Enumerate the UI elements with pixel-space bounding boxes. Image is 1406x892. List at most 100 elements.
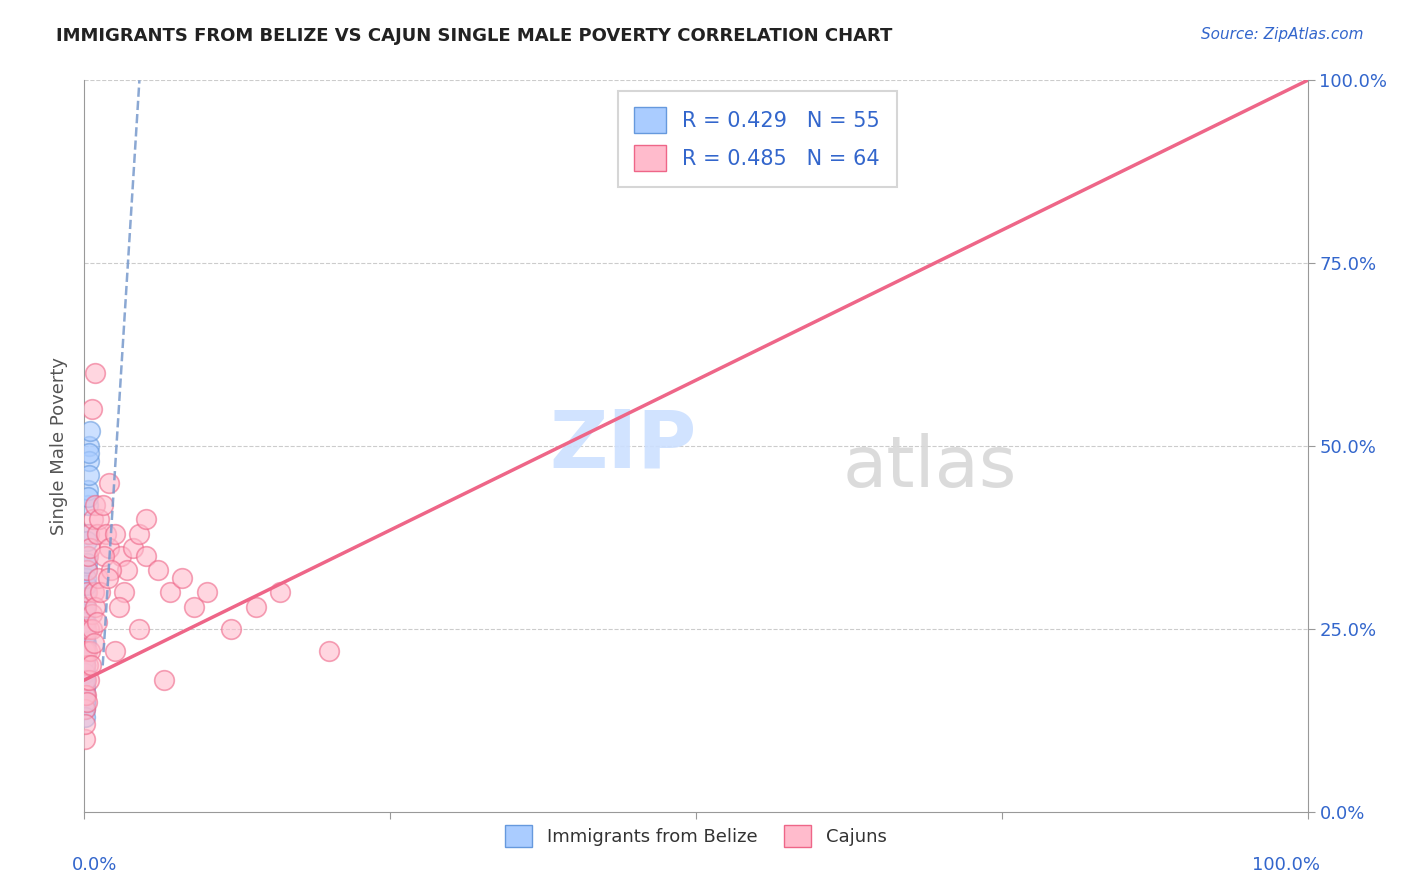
Point (75, 688, 97, 702)
Point (75, 578, 97, 592)
Point (104, 526, 127, 541)
Point (73, 709, 96, 723)
Point (76, 695, 98, 709)
Point (73, 695, 96, 709)
Point (75, 673, 97, 687)
Text: ZIP: ZIP (550, 407, 696, 485)
Point (77, 490, 100, 504)
Point (76, 644, 98, 658)
Point (97, 475, 120, 490)
Point (79, 541, 101, 556)
Point (135, 512, 157, 526)
Point (75, 673, 97, 687)
Point (112, 585, 135, 599)
Point (77, 498, 100, 512)
Point (75, 688, 97, 702)
Point (75, 615, 97, 629)
Point (75, 622, 97, 636)
Point (73, 681, 96, 695)
Point (73, 688, 96, 702)
Point (75, 702, 97, 716)
Text: Source: ZipAtlas.com: Source: ZipAtlas.com (1201, 27, 1364, 42)
Point (115, 563, 138, 577)
Point (100, 563, 122, 577)
Point (146, 563, 169, 577)
Point (219, 622, 242, 636)
Point (269, 585, 291, 599)
Point (77, 468, 100, 483)
Point (73, 673, 96, 687)
Point (76, 526, 98, 541)
Point (80, 658, 103, 673)
Point (75, 717, 97, 731)
Point (77, 673, 100, 687)
Point (84, 366, 107, 380)
Point (76, 556, 98, 570)
Point (86, 526, 108, 541)
Point (75, 651, 97, 665)
Point (75, 629, 97, 643)
Point (75, 629, 97, 643)
Point (107, 599, 129, 614)
Point (73, 658, 96, 673)
Point (75, 607, 97, 622)
Point (79, 644, 101, 658)
Point (73, 695, 96, 709)
Point (153, 673, 176, 687)
Text: 0.0%: 0.0% (72, 855, 118, 873)
Point (75, 578, 97, 592)
Point (76, 483, 98, 497)
Point (195, 585, 218, 599)
Point (75, 644, 97, 658)
Point (93, 549, 115, 563)
Point (73, 636, 96, 650)
Point (75, 681, 97, 695)
Point (75, 585, 97, 599)
Point (87, 571, 110, 585)
Point (97, 571, 120, 585)
Point (75, 644, 97, 658)
Point (76, 563, 98, 577)
Point (76, 549, 98, 563)
Point (77, 622, 100, 636)
Point (159, 585, 181, 599)
Point (172, 571, 194, 585)
Point (76, 534, 98, 549)
Point (73, 644, 96, 658)
Point (75, 636, 97, 650)
Y-axis label: Single Male Poverty: Single Male Poverty (51, 357, 69, 535)
Point (73, 731, 96, 746)
Point (77, 453, 100, 467)
Point (110, 549, 132, 563)
Point (83, 636, 105, 650)
Point (75, 644, 97, 658)
Point (82, 622, 104, 636)
Point (77, 526, 100, 541)
Point (75, 571, 97, 585)
Point (75, 599, 97, 614)
Point (135, 549, 157, 563)
Point (73, 658, 96, 673)
Point (128, 526, 150, 541)
Point (73, 658, 96, 673)
Point (75, 688, 97, 702)
Point (128, 622, 150, 636)
Point (83, 585, 105, 599)
Point (75, 629, 97, 643)
Point (86, 615, 108, 629)
Point (80, 402, 103, 417)
Point (97, 541, 120, 556)
Point (80, 607, 103, 622)
Point (76, 658, 98, 673)
Point (245, 599, 267, 614)
Point (76, 563, 98, 577)
Point (76, 585, 98, 599)
Point (75, 615, 97, 629)
Point (79, 425, 101, 439)
Point (75, 673, 97, 687)
Point (73, 702, 96, 716)
Point (96, 526, 118, 541)
Text: 100.0%: 100.0% (1251, 855, 1320, 873)
Point (75, 599, 97, 614)
Point (77, 439, 100, 453)
